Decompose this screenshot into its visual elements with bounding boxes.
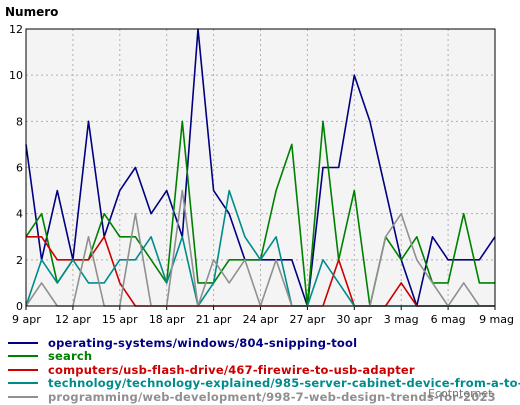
legend-item: operating-systems/windows/804-snipping-t…: [8, 336, 520, 350]
y-tick-label: 12: [9, 23, 23, 36]
legend-swatch: [8, 395, 38, 398]
y-axis-title: Numero: [5, 5, 58, 19]
y-tick-label: 6: [16, 162, 23, 175]
y-tick-label: 0: [16, 300, 23, 313]
x-tick-label: 18 apr: [149, 313, 185, 326]
x-tick-label: 9 apr: [12, 313, 41, 326]
legend-item: programming/web-development/998-7-web-de…: [8, 390, 520, 404]
y-tick-label: 8: [16, 115, 23, 128]
line-chart: Numero 0 2 4 6 8 10 12 9 apr 12 apr 15 apr 18 apr…: [5, 5, 514, 326]
legend-swatch: [8, 341, 38, 344]
legend-label: operating-systems/windows/804-snipping-t…: [48, 335, 358, 350]
legend-swatch: [8, 355, 38, 358]
y-tick-label: 4: [16, 208, 23, 221]
legend-swatch: [8, 382, 38, 385]
legend: operating-systems/windows/804-snipping-t…: [8, 336, 520, 404]
x-tick-label: 24 apr: [243, 313, 279, 326]
x-tick-label: 12 apr: [55, 313, 91, 326]
plot-border: [25, 28, 496, 307]
x-tick-label: 6 mag: [431, 313, 466, 326]
legend-label: computers/usb-flash-drive/467-firewire-t…: [48, 362, 415, 377]
y-tick-label: 10: [9, 69, 23, 82]
legend-item: computers/usb-flash-drive/467-firewire-t…: [8, 363, 520, 377]
x-tick-label: 15 apr: [102, 313, 138, 326]
x-tick-label: 27 apr: [290, 313, 326, 326]
legend-swatch: [8, 368, 38, 371]
x-tick-label: 21 apr: [196, 313, 232, 326]
legend-label: technology/technology-explained/985-serv…: [48, 376, 520, 391]
legend-item: technology/technology-explained/985-serv…: [8, 376, 520, 391]
legend-label: search: [48, 349, 93, 364]
x-tick-label: 3 mag: [384, 313, 419, 326]
x-axis-ticks: 9 apr 12 apr 15 apr 18 apr 21 apr 24 apr 27 ap…: [12, 306, 514, 326]
legend-item: search: [8, 349, 520, 364]
y-tick-label: 2: [16, 254, 23, 267]
legend-label: programming/web-development/998-7-web-de…: [48, 389, 496, 404]
x-tick-label: 9 mag: [479, 313, 514, 326]
y-axis-ticks: 0 2 4 6 8 10 12: [9, 23, 23, 313]
watermark: Ecotnternet: [428, 387, 493, 400]
x-tick-label: 30 apr: [336, 313, 372, 326]
